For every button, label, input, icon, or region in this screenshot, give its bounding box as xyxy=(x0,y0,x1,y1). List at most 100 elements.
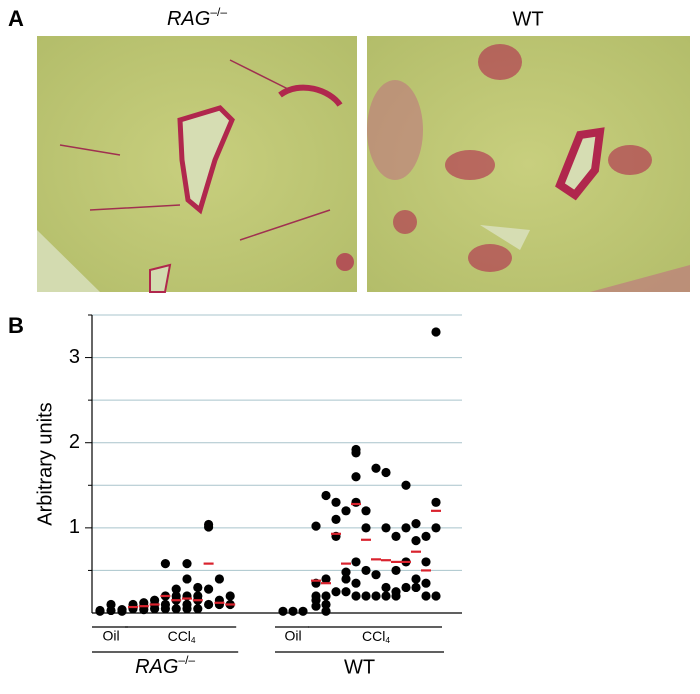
label-base: CCl xyxy=(362,628,385,644)
image-label: RAG–/– xyxy=(167,5,227,30)
dot xyxy=(351,472,361,482)
dot xyxy=(421,557,431,567)
dot xyxy=(150,604,160,614)
dot xyxy=(391,591,401,601)
dot xyxy=(361,565,371,576)
dot xyxy=(381,523,391,533)
dot xyxy=(431,327,441,337)
dot xyxy=(351,497,361,507)
panel-label: B xyxy=(8,313,24,338)
dot xyxy=(139,604,149,615)
dot xyxy=(288,606,298,616)
dot xyxy=(182,604,192,614)
micrograph xyxy=(367,36,690,292)
dot xyxy=(331,587,341,597)
dot xyxy=(182,559,192,569)
dot xyxy=(381,467,391,478)
dot xyxy=(421,531,431,541)
dot xyxy=(331,497,341,507)
label-base: RAG xyxy=(135,656,178,678)
dot xyxy=(401,480,411,490)
dot xyxy=(321,574,331,584)
dot xyxy=(214,599,224,610)
dot xyxy=(278,606,288,616)
y-tick-label: 3 xyxy=(69,346,80,368)
dot xyxy=(371,591,381,601)
dot xyxy=(311,591,321,601)
label-sup: –/– xyxy=(178,653,195,667)
dot xyxy=(381,582,391,593)
group-label: RAG–/– xyxy=(135,653,195,678)
dot xyxy=(421,578,431,588)
dot xyxy=(193,591,203,601)
dot xyxy=(361,591,371,601)
dot xyxy=(150,595,160,605)
image-label: WT xyxy=(512,8,543,30)
group-label: Oil xyxy=(102,628,119,644)
label-sub: 4 xyxy=(385,635,390,645)
group-label: CCl4 xyxy=(362,628,390,646)
label-base: RAG xyxy=(167,8,210,30)
dot xyxy=(182,574,192,584)
dot xyxy=(351,591,361,601)
dot xyxy=(160,604,170,614)
dot xyxy=(311,521,321,531)
dot xyxy=(431,591,441,601)
dot xyxy=(391,531,401,541)
dot xyxy=(225,591,235,601)
dot xyxy=(361,523,371,533)
group-label: Oil xyxy=(284,628,301,644)
dot xyxy=(331,514,341,524)
dot xyxy=(421,591,431,601)
dot xyxy=(371,570,381,580)
dot xyxy=(431,497,441,507)
label-sub: 4 xyxy=(191,635,196,645)
dot xyxy=(160,559,170,569)
dot xyxy=(321,490,331,501)
dot xyxy=(431,523,441,533)
dot xyxy=(298,606,308,616)
dot xyxy=(204,599,214,610)
dot xyxy=(351,557,361,567)
dot xyxy=(371,463,381,473)
dot xyxy=(341,506,351,516)
dot xyxy=(193,582,203,593)
dot xyxy=(139,598,149,608)
dot xyxy=(351,578,361,588)
y-tick-label: 2 xyxy=(69,431,80,453)
dot xyxy=(117,606,127,616)
dot xyxy=(381,591,391,601)
dot xyxy=(401,582,411,593)
dot xyxy=(204,584,214,594)
dot xyxy=(171,584,181,594)
dot xyxy=(193,604,203,614)
dot xyxy=(311,601,321,611)
dot xyxy=(171,591,181,601)
dot xyxy=(171,604,181,614)
y-axis-label: Arbitrary units xyxy=(34,402,56,525)
dot xyxy=(341,574,351,584)
dot xyxy=(95,605,105,616)
dot xyxy=(214,574,224,584)
dot xyxy=(351,448,361,458)
dot xyxy=(411,536,421,546)
label-base: CCl xyxy=(168,628,191,644)
panel-label: A xyxy=(8,6,24,31)
y-tick-label: 1 xyxy=(69,516,80,538)
dot xyxy=(321,606,331,616)
dot xyxy=(321,599,331,610)
dot xyxy=(411,574,421,584)
dot xyxy=(411,519,421,529)
dot xyxy=(106,605,116,616)
label-sup: –/– xyxy=(210,5,227,19)
dot xyxy=(411,582,421,593)
dot xyxy=(341,587,351,597)
dot xyxy=(391,565,401,576)
dot xyxy=(401,523,411,533)
group-label: CCl4 xyxy=(168,628,196,646)
micrograph xyxy=(37,36,357,293)
dot xyxy=(341,567,351,577)
dot xyxy=(361,506,371,516)
